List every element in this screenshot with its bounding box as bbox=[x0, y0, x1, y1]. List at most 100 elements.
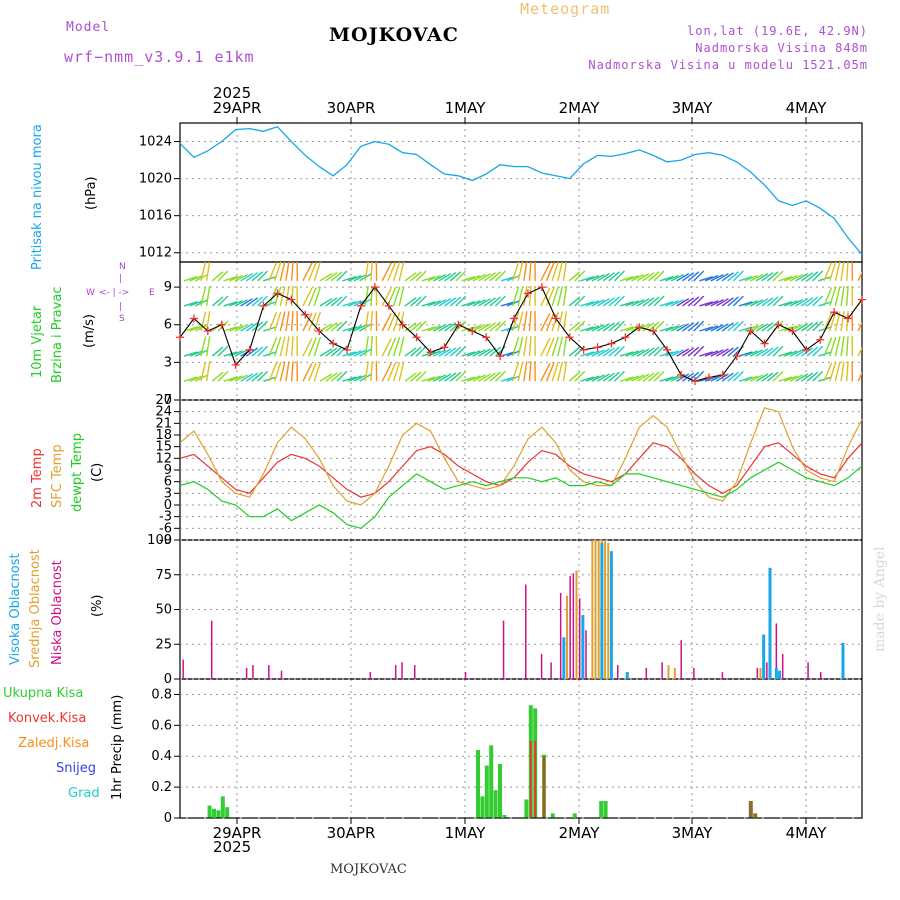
wind-arrow bbox=[551, 361, 559, 382]
wind-arrow bbox=[761, 347, 774, 357]
wind-arrow bbox=[495, 295, 506, 307]
wind-arrow bbox=[557, 336, 564, 357]
y-tick-label: 0.8 bbox=[151, 687, 172, 702]
wind-arrow bbox=[585, 350, 600, 357]
wind-arrow bbox=[772, 295, 784, 307]
compass-n: N bbox=[119, 262, 126, 272]
wind-arrow bbox=[183, 326, 198, 332]
wind-arrow bbox=[285, 361, 290, 382]
wind-arrow bbox=[489, 296, 502, 307]
wind-arrow bbox=[647, 271, 660, 282]
wind-arrow bbox=[732, 370, 744, 382]
wind-arrow bbox=[245, 372, 259, 382]
wind-arrow bbox=[387, 362, 397, 382]
wind-arrow bbox=[500, 326, 515, 332]
wind-arrow bbox=[387, 312, 397, 332]
wind-arrow bbox=[444, 372, 457, 382]
wind-arrow bbox=[551, 336, 559, 357]
wind-arrow bbox=[523, 361, 528, 382]
wind-arrow bbox=[392, 361, 401, 382]
wind-arrow bbox=[766, 346, 779, 357]
wind-arrow bbox=[404, 372, 417, 382]
compass-line: | bbox=[119, 274, 123, 284]
wind-arrow bbox=[268, 337, 278, 357]
legend-ukupna-kisa: Ukupna Kisa bbox=[3, 686, 84, 701]
wind-arrow bbox=[613, 295, 625, 307]
wind-arrow bbox=[778, 301, 793, 307]
gust-marker bbox=[593, 343, 602, 352]
temp-line-2 bbox=[179, 461, 863, 529]
wind-arrow bbox=[840, 336, 845, 357]
wind-arrow bbox=[602, 347, 615, 357]
wind-arrow bbox=[642, 372, 655, 382]
gust-marker bbox=[579, 345, 588, 354]
wind-arrow bbox=[483, 347, 496, 357]
wind-arrow bbox=[290, 336, 294, 357]
wind-arrow bbox=[585, 300, 600, 307]
wind-arrow bbox=[784, 274, 798, 282]
y-tick-label: 0 bbox=[164, 672, 172, 687]
wind-arrow bbox=[716, 298, 729, 307]
legend-zaledj-kisa: Zaledj.Kisa bbox=[18, 736, 90, 751]
wind-arrow bbox=[347, 375, 362, 382]
wind-arrow bbox=[732, 320, 744, 332]
wind-arrow bbox=[540, 312, 551, 332]
gust-marker bbox=[398, 320, 407, 329]
wind-arrow bbox=[211, 346, 224, 357]
wind-arrow bbox=[636, 348, 650, 357]
wind-arrow bbox=[483, 322, 496, 332]
wind-arrow bbox=[444, 297, 457, 307]
wind-arrow bbox=[750, 324, 764, 332]
y-tick-label: 75 bbox=[155, 568, 172, 583]
wind-arrow bbox=[676, 298, 690, 307]
wind-arrow bbox=[421, 301, 436, 307]
wind-arrow bbox=[608, 371, 620, 382]
wind-arrow bbox=[857, 271, 862, 282]
wind-arrow bbox=[732, 270, 744, 282]
wind-arrow bbox=[857, 321, 862, 332]
wind-arrow bbox=[693, 270, 705, 282]
wind-arrow bbox=[597, 323, 610, 332]
wind-arrow bbox=[415, 320, 427, 332]
wind-arrow bbox=[353, 374, 367, 382]
wind-arrow bbox=[670, 299, 684, 307]
wind-arrow bbox=[325, 322, 338, 332]
wind-arrow bbox=[608, 321, 620, 332]
wind-arrow bbox=[489, 371, 502, 382]
wind-arrow bbox=[432, 374, 447, 382]
wind-arrow bbox=[636, 298, 650, 307]
wind-arrow bbox=[568, 296, 581, 307]
wind-arrow bbox=[750, 299, 764, 307]
wind-arrow bbox=[545, 312, 555, 332]
wind-arrow bbox=[687, 346, 700, 357]
wind-arrow bbox=[716, 323, 729, 332]
wind-arrow bbox=[421, 326, 436, 332]
x-tick-label-top: 1MAY bbox=[445, 99, 487, 117]
x-tick-label-top: 4MAY bbox=[786, 99, 828, 117]
x-tick-label-top: 30APR bbox=[327, 99, 376, 117]
wind-arrow bbox=[404, 347, 417, 357]
gust-marker bbox=[454, 320, 463, 329]
wind-arrow bbox=[829, 336, 837, 357]
wind-arrow bbox=[189, 350, 203, 357]
gust-marker bbox=[440, 343, 449, 352]
wind-arrow bbox=[676, 348, 690, 357]
wind-arrow bbox=[342, 276, 357, 282]
wind-arrow bbox=[845, 311, 849, 332]
gust-marker bbox=[690, 377, 699, 386]
wind-arrow bbox=[444, 272, 457, 282]
wind-arrow bbox=[223, 326, 238, 332]
wind-arrow bbox=[223, 301, 238, 307]
wind-arrow bbox=[608, 296, 620, 307]
wind-arrow bbox=[778, 326, 793, 332]
wind-arrow bbox=[189, 274, 203, 282]
wind-arrow bbox=[704, 350, 719, 357]
wind-arrow bbox=[687, 271, 700, 282]
wind-arrow bbox=[687, 296, 700, 307]
wind-arrow bbox=[511, 361, 520, 382]
wind-arrow bbox=[721, 272, 734, 282]
wind-arrow bbox=[500, 276, 515, 282]
gust-marker bbox=[203, 327, 212, 335]
x-tick-label-bottom: 3MAY bbox=[672, 824, 714, 842]
wind-arrow bbox=[370, 361, 374, 382]
